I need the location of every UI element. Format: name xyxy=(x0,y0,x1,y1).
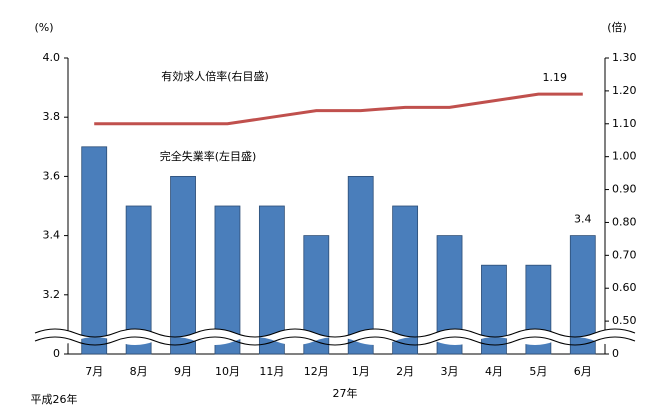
y2-axis-label: (倍) xyxy=(607,20,627,34)
data-label: 1.19 xyxy=(543,71,568,84)
legend-label: 有効求人倍率(右目盛) xyxy=(161,69,269,83)
y2ticks-label: 1.20 xyxy=(612,84,637,97)
data-label: 3.4 xyxy=(574,213,592,226)
y2ticks-label: 0.60 xyxy=(612,281,637,294)
year-label: 27年 xyxy=(333,386,358,400)
y2ticks-label: 0.70 xyxy=(612,248,637,261)
x-tick-label: 1月 xyxy=(352,365,370,378)
x-tick-label: 2月 xyxy=(396,365,414,378)
yticks-label: 3.8 xyxy=(43,110,61,123)
bar xyxy=(81,146,108,355)
y2ticks-label: 0.90 xyxy=(612,183,637,196)
bar xyxy=(170,175,196,355)
y2ticks-label: 1.00 xyxy=(612,150,637,163)
bar xyxy=(347,175,374,355)
x-tick-label: 3月 xyxy=(441,365,459,378)
y2ticks-label: 1.30 xyxy=(612,51,637,64)
yticks-label: 3.2 xyxy=(43,288,61,301)
x-tick-label: 11月 xyxy=(259,365,284,378)
x-tick-label: 9月 xyxy=(174,365,192,378)
y2ticks-label: 0.80 xyxy=(612,215,637,228)
year-label: 平成26年 xyxy=(31,392,78,406)
y-axis-label: (%) xyxy=(34,21,53,34)
x-tick-label: 5月 xyxy=(529,365,547,378)
x-tick-label: 6月 xyxy=(574,365,592,378)
yticks-label: 3.6 xyxy=(43,169,61,182)
bar xyxy=(258,205,285,355)
yticks-label: 3.4 xyxy=(43,229,61,242)
yticks-label: 0 xyxy=(53,347,60,360)
legend-label: 完全失業率(左目盛) xyxy=(160,149,257,163)
yticks-label: 4.0 xyxy=(43,51,61,64)
x-tick-label: 7月 xyxy=(85,365,103,378)
x-tick-label: 12月 xyxy=(304,365,329,378)
x-tick-label: 8月 xyxy=(130,365,148,378)
bar xyxy=(481,264,507,355)
y2ticks-label: 1.10 xyxy=(612,117,637,130)
x-tick-label: 4月 xyxy=(485,365,503,378)
axis-break xyxy=(34,328,636,346)
y2ticks-label: 0.50 xyxy=(612,314,637,327)
line xyxy=(94,92,583,126)
y2ticks-label: 0 xyxy=(612,347,619,360)
x-tick-label: 10月 xyxy=(215,365,240,378)
bar xyxy=(392,205,419,355)
